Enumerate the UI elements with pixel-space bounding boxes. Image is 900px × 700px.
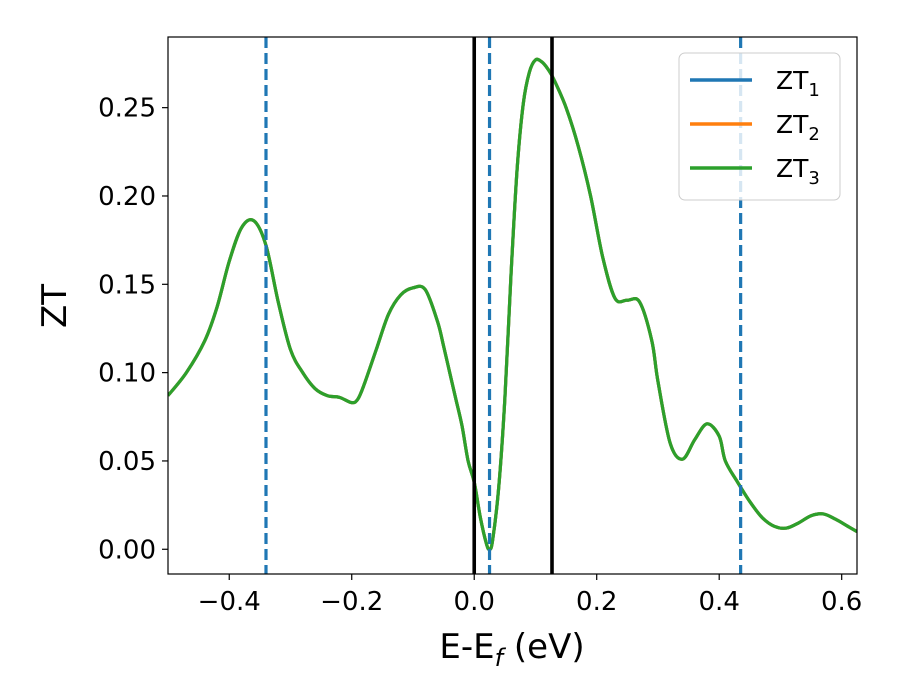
series-layer: [168, 57, 857, 552]
plot-frame: [167, 36, 858, 575]
y-tick-label: 0.15: [98, 270, 156, 300]
legend-label-subscript: 2: [808, 124, 819, 145]
x-tick-label: −0.4: [198, 587, 261, 617]
legend-label-main: ZT: [776, 110, 809, 139]
y-tick-label: 0.05: [98, 447, 156, 477]
x-axis-label-unit-spacer: [503, 627, 514, 667]
legend-label-subscript: 3: [808, 168, 819, 189]
x-axis-label-main: E-E: [439, 627, 494, 667]
y-axis: 0.00 0.05 0.10 0.15 0.20 0.25: [98, 94, 168, 565]
series-line-zt3: [168, 57, 857, 552]
y-tick-label: 0.10: [98, 359, 156, 389]
legend-label-zt2: ZT2: [776, 110, 820, 145]
legend-label-main: ZT: [776, 154, 809, 183]
x-axis: −0.4 −0.2 0.0 0.2 0.4 0.6: [198, 574, 862, 617]
x-tick-label: 0.6: [821, 587, 862, 617]
legend-label-main: ZT: [776, 66, 809, 95]
legend-label-zt1: ZT1: [776, 66, 820, 101]
x-tick-label: 0.4: [699, 587, 740, 617]
legend-label-zt3: ZT3: [776, 154, 820, 189]
reference-lines: [264, 37, 743, 574]
x-tick-label: 0.0: [454, 587, 495, 617]
y-tick-label: 0.25: [98, 94, 156, 124]
legend-box: [678, 52, 841, 201]
x-axis-label-unit: (eV): [514, 627, 585, 667]
y-tick-label: 0.00: [98, 535, 156, 565]
y-axis-label: ZT: [35, 284, 75, 328]
x-tick-label: −0.2: [320, 587, 383, 617]
x-axis-label: E-Ef (eV): [439, 627, 584, 672]
x-tick-label: 0.2: [576, 587, 617, 617]
legend-label-subscript: 1: [808, 80, 819, 101]
y-tick-label: 0.20: [98, 182, 156, 212]
